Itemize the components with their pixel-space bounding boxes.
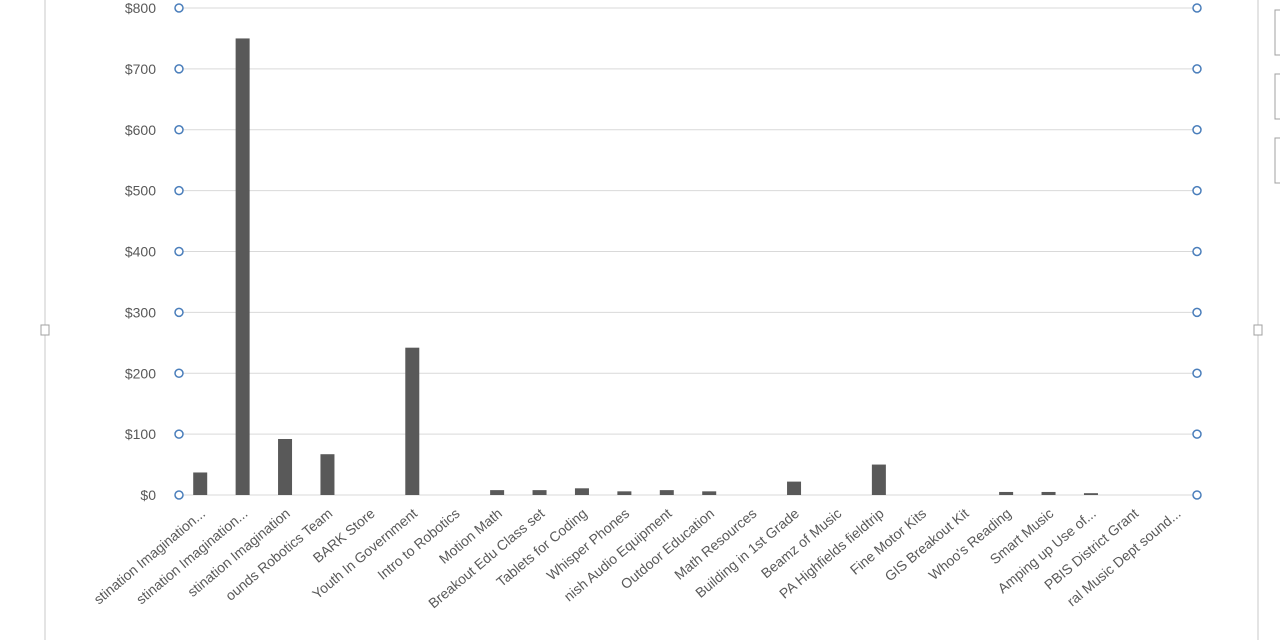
gridline-handle: [174, 429, 184, 439]
gridline-handle: [1192, 125, 1202, 135]
chart-styles-button[interactable]: [1274, 73, 1280, 120]
chart-elements-button[interactable]: [1274, 9, 1280, 56]
bar: [574, 488, 589, 495]
bar: [617, 491, 632, 495]
y-tick-label: $700: [125, 61, 156, 77]
gridline-handle: [174, 246, 184, 257]
y-tick-label: $300: [125, 304, 156, 320]
gridline-handle: [174, 185, 184, 196]
bar: [702, 491, 717, 495]
gridline-handle: [1192, 368, 1202, 378]
gridline-handle: [1192, 490, 1202, 500]
bar: [193, 472, 208, 495]
gridline-handle: [174, 3, 184, 13]
gridline-handle: [1192, 246, 1202, 257]
y-tick-label: $500: [125, 183, 156, 199]
gridline-handle: [174, 64, 184, 74]
bar: [235, 38, 250, 495]
bar: [659, 490, 674, 495]
y-tick-label: $100: [125, 426, 156, 442]
gridline-handle: [1192, 429, 1202, 439]
bar: [532, 490, 547, 495]
gridline-handle: [1192, 64, 1202, 74]
resize-handle[interactable]: [1253, 324, 1263, 336]
gridline-handle: [1192, 185, 1202, 196]
resize-handle[interactable]: [40, 324, 50, 336]
bar: [278, 438, 293, 495]
gridline-handle: [174, 490, 184, 500]
gridline-handle: [174, 125, 184, 135]
bar: [871, 464, 886, 495]
gridline-handle: [1192, 3, 1202, 13]
y-tick-label: $200: [125, 365, 156, 381]
y-tick-label: $400: [125, 244, 156, 260]
y-tick-label: $800: [125, 0, 156, 16]
gridline-handle: [174, 368, 184, 378]
bar: [1041, 491, 1056, 495]
bar: [999, 491, 1014, 495]
gridline-handle: [174, 307, 184, 318]
y-tick-label: $600: [125, 122, 156, 138]
bar: [490, 490, 505, 495]
bar: [1083, 493, 1098, 495]
bar: [787, 481, 802, 495]
gridline-handle: [1192, 307, 1202, 318]
bar: [320, 454, 335, 495]
bar: [405, 347, 420, 495]
chart-filters-button[interactable]: [1274, 137, 1280, 184]
y-tick-label: $0: [140, 487, 156, 503]
